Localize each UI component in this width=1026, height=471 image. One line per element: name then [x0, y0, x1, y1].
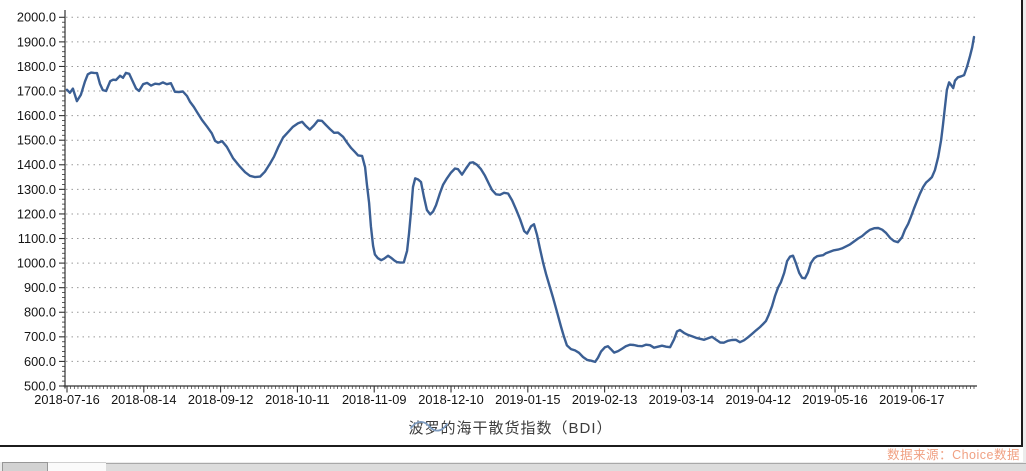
line-series-icon	[409, 420, 448, 432]
x-axis-tick-label: 2019-02-13	[572, 392, 637, 407]
y-axis-tick-label: 1000.0	[17, 256, 56, 271]
y-axis-tick-label: 600.0	[24, 354, 56, 369]
y-axis-tick-label: 1300.0	[17, 182, 56, 197]
x-axis-tick-label: 2018-11-09	[342, 392, 407, 407]
legend: 波罗的海干散货指数（BDI）	[408, 417, 612, 438]
x-axis-tick-label: 2019-05-16	[802, 392, 867, 407]
x-axis-tick-label: 2019-03-14	[649, 392, 714, 407]
x-axis-tick-label: 2018-07-16	[34, 392, 99, 407]
y-axis-tick-label: 1900.0	[17, 34, 56, 49]
x-axis-tick-label: 2018-10-11	[265, 392, 330, 407]
y-axis-tick-label: 1600.0	[17, 108, 56, 123]
y-axis-tick-label: 1800.0	[17, 59, 56, 74]
y-axis-tick-label: 1400.0	[17, 157, 56, 172]
y-axis-tick-label: 1200.0	[17, 206, 56, 221]
y-axis-tick-label: 2000.0	[17, 10, 56, 25]
x-axis-tick-label: 2018-09-12	[188, 392, 253, 407]
window-edge	[1023, 0, 1026, 462]
legend-label: 波罗的海干散货指数（BDI）	[408, 420, 613, 437]
x-axis-tick-label: 2019-06-17	[879, 392, 944, 407]
y-axis-tick-label: 500.0	[24, 378, 56, 393]
y-axis-tick-label: 700.0	[24, 329, 56, 344]
x-axis-tick-label: 2019-01-15	[495, 392, 560, 407]
data-source-note: 数据来源：Choice数据	[887, 448, 1020, 462]
bottom-bar-track[interactable]	[106, 463, 1026, 471]
y-axis-tick-label: 800.0	[24, 305, 56, 320]
x-axis-tick-label: 2018-08-14	[111, 392, 176, 407]
bdi-line-chart[interactable]: 500.0 600.0 700.0 800.0 900.0 1000.0 1100.0 120…	[0, 0, 1021, 445]
bottom-bar-button[interactable]	[2, 462, 48, 471]
y-axis-tick-label: 900.0	[24, 280, 56, 295]
x-axis-tick-label: 2018-12-10	[418, 392, 483, 407]
x-axis-tick-label: 2019-04-12	[725, 392, 790, 407]
chart-frame: 500.0 600.0 700.0 800.0 900.0 1000.0 1100.0 120…	[0, 0, 1023, 447]
series-line	[65, 35, 976, 364]
bottom-bar-tab[interactable]	[48, 462, 106, 471]
y-axis-tick-label: 1700.0	[17, 83, 56, 98]
bottom-chrome-bar	[0, 462, 1026, 471]
y-axis-tick-label: 1500.0	[17, 133, 56, 148]
y-axis-tick-label: 1100.0	[18, 231, 56, 246]
